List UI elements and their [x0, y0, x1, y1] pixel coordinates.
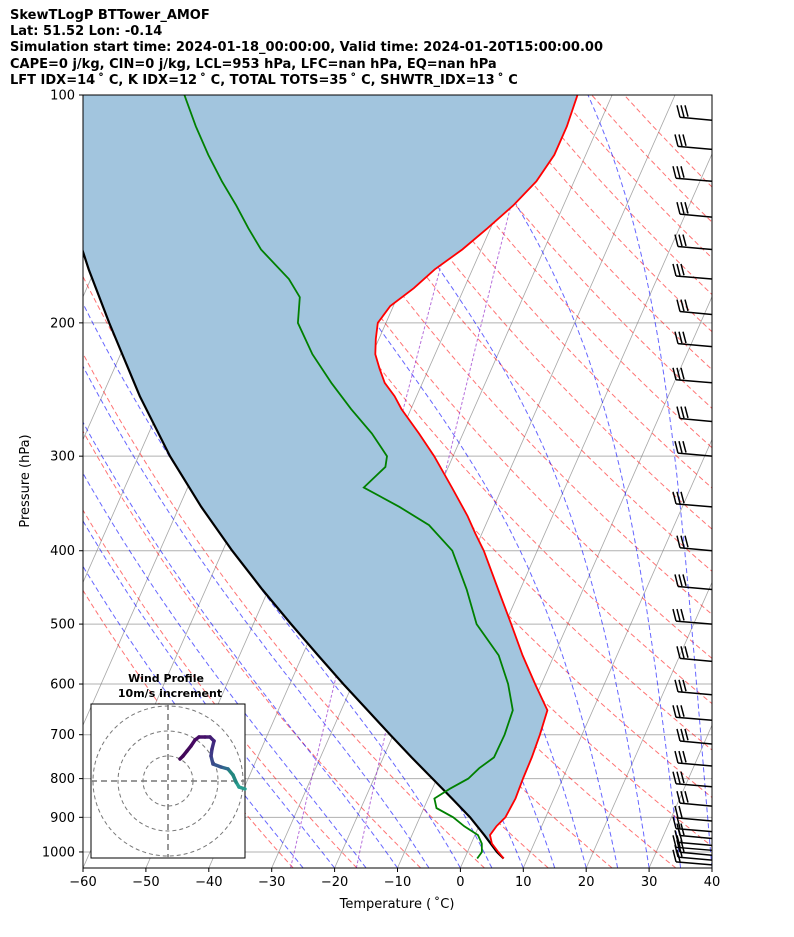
- moist-adiabat-line: [83, 365, 430, 868]
- dry-adiabat-line: [591, 95, 712, 223]
- moist-adiabat-line: [83, 472, 367, 868]
- moist-adiabat-line: [83, 565, 304, 868]
- wind-barb: [676, 790, 713, 807]
- cin-shaded-area: [83, 95, 578, 859]
- dry-adiabat-line: [232, 95, 712, 660]
- y-tick-label: 700: [50, 728, 75, 743]
- y-tick-label: 400: [50, 544, 75, 559]
- stability-indices-label: LFT IDX=14 ˚ C, K IDX=12 ˚ C, TOTAL TOTS…: [10, 73, 518, 88]
- wind-barb: [672, 608, 713, 625]
- mixing-ratio-line: [290, 95, 488, 868]
- x-tick-label: −20: [321, 875, 348, 890]
- wind-barb: [676, 646, 713, 663]
- parcel-profile-line: [83, 248, 505, 860]
- isotherm-line: [334, 95, 676, 868]
- x-tick-label: −40: [195, 875, 222, 890]
- y-tick-label: 100: [50, 89, 75, 104]
- wind-barb: [672, 816, 713, 833]
- wind-barb: [672, 771, 713, 788]
- y-tick-label: 900: [50, 811, 75, 826]
- wind-barb: [672, 166, 713, 182]
- dry-adiabat-line: [363, 95, 712, 489]
- y-tick-label: 800: [50, 772, 75, 787]
- wind-barb: [674, 805, 713, 822]
- x-tick-label: −60: [69, 875, 96, 890]
- moist-adiabat-line: [83, 519, 336, 868]
- dry-adiabat-line: [330, 95, 712, 530]
- dry-adiabat-line: [83, 199, 613, 868]
- moist-adiabat-line: [83, 302, 461, 868]
- dry-adiabat-line: [83, 430, 422, 868]
- wind-profile-title: Wind Profile: [128, 672, 204, 685]
- x-tick-label: −50: [132, 875, 159, 890]
- wind-barb: [672, 491, 713, 508]
- dry-adiabat-line: [265, 95, 712, 616]
- y-tick-label: 600: [50, 678, 75, 693]
- isotherm-line: [775, 95, 794, 868]
- dry-adiabat-line: [623, 95, 712, 188]
- dry-adiabat-line: [83, 509, 358, 868]
- wind-barb: [676, 201, 713, 218]
- x-tick-label: 40: [704, 875, 721, 890]
- moist-adiabat-line: [322, 95, 650, 868]
- x-tick-label: 30: [641, 875, 658, 890]
- wind-barb: [674, 331, 713, 348]
- x-tick-label: −30: [258, 875, 285, 890]
- dry-adiabat-line: [493, 95, 712, 333]
- dry-adiabat-line: [83, 352, 485, 868]
- isotherm-line: [711, 867, 712, 868]
- y-tick-label: 300: [50, 450, 75, 465]
- simulation-time-label: Simulation start time: 2024-01-18_00:00:…: [10, 40, 603, 55]
- cape-cin-label: CAPE=0 j/kg, CIN=0 j/kg, LCL=953 hPa, LF…: [10, 57, 497, 72]
- dry-adiabat-line: [428, 95, 712, 409]
- y-tick-label: 1000: [42, 845, 75, 860]
- isotherm-line: [522, 438, 712, 868]
- dry-adiabat-line: [297, 95, 712, 572]
- dry-adiabat-line: [558, 95, 712, 259]
- moist-adiabat-line: [230, 95, 619, 868]
- wind-barb: [674, 574, 713, 591]
- x-axis-label: Temperature ( ˚C): [339, 896, 455, 912]
- wind-barb: [672, 367, 713, 384]
- wind-barb: [676, 535, 713, 552]
- y-tick-label: 200: [50, 316, 75, 331]
- dewpoint-profile-line: [183, 95, 514, 860]
- wind-barb: [674, 134, 713, 151]
- moist-adiabat-line: [445, 95, 681, 868]
- hodograph-ring: [117, 730, 219, 832]
- wind-profile-subtitle: 10m/s increment: [118, 687, 222, 700]
- dry-adiabat-line: [200, 95, 712, 705]
- wind-barb: [674, 750, 713, 767]
- wind-barb: [676, 728, 713, 745]
- wind-barb: [676, 299, 713, 316]
- wind-barb: [676, 105, 713, 122]
- y-axis-label: Pressure (hPa): [18, 434, 33, 527]
- isotherm-line: [648, 724, 712, 868]
- dry-adiabat-line: [526, 95, 712, 296]
- temperature-profile-line: [374, 95, 579, 860]
- x-tick-label: 0: [456, 875, 464, 890]
- moist-adiabat-line: [83, 421, 398, 868]
- wind-barb: [672, 263, 713, 280]
- y-tick-label: 500: [50, 618, 75, 633]
- wind-barb: [672, 705, 713, 722]
- wind-barb: [674, 234, 713, 251]
- wind-barb: [674, 440, 713, 457]
- wind-barb: [676, 406, 713, 423]
- wind-barb: [672, 849, 713, 866]
- x-tick-label: 10: [515, 875, 532, 890]
- location-label: Lat: 51.52 Lon: -0.14: [10, 24, 163, 39]
- wind-barb: [674, 679, 713, 696]
- x-tick-label: −10: [384, 875, 411, 890]
- isotherm-line: [585, 581, 712, 868]
- chart-title: SkewTLogP BTTower_AMOF: [10, 8, 210, 23]
- dry-adiabat-line: [395, 95, 712, 449]
- x-tick-label: 20: [578, 875, 595, 890]
- hodograph-segment: [178, 754, 185, 761]
